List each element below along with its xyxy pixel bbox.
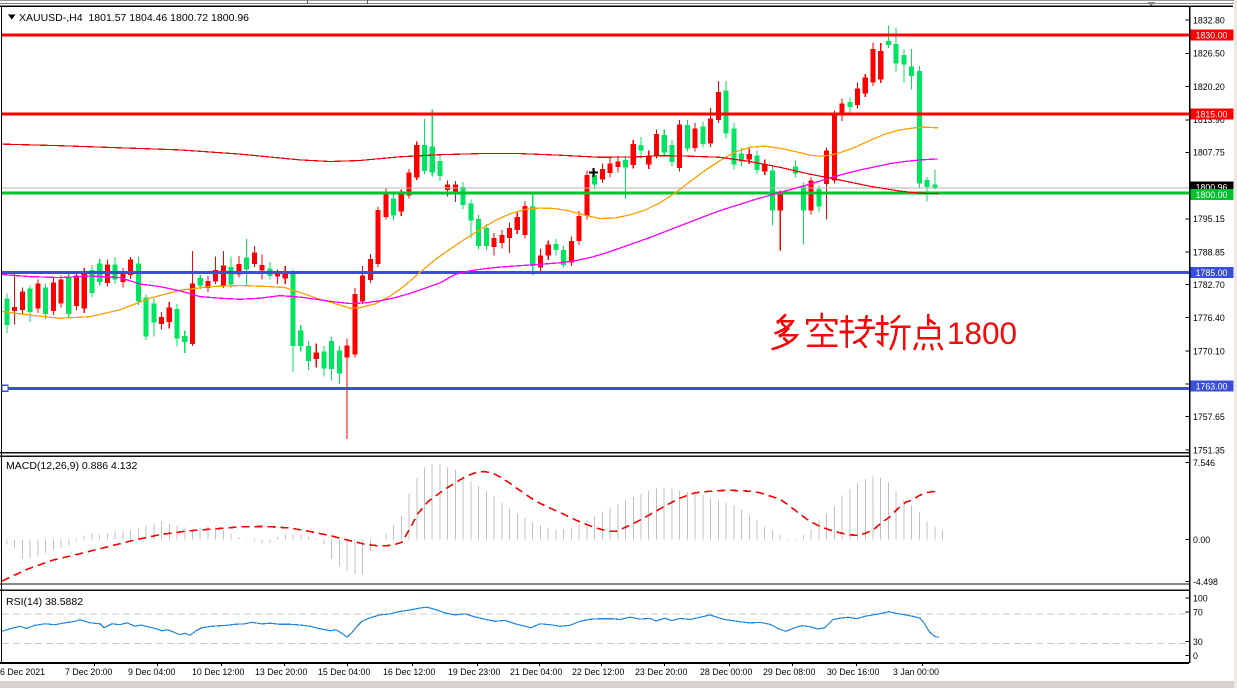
svg-text:1830.00: 1830.00 — [1196, 30, 1228, 40]
svg-text:21 Dec 04:00: 21 Dec 04:00 — [510, 667, 562, 677]
svg-text:9 Dec 04:00: 9 Dec 04:00 — [128, 667, 176, 677]
svg-text:3 Jan 00:00: 3 Jan 00:00 — [893, 667, 939, 677]
svg-text:XAUUSD-,H4 1801.57 1804.46 18: XAUUSD-,H4 1801.57 1804.46 1800.72 1800.… — [19, 12, 249, 24]
svg-text:1782.70: 1782.70 — [1193, 280, 1225, 290]
svg-text:10 Dec 12:00: 10 Dec 12:00 — [192, 667, 244, 677]
svg-text:13 Dec 20:00: 13 Dec 20:00 — [255, 667, 307, 677]
svg-text:70: 70 — [1193, 608, 1203, 618]
svg-text:0.00: 0.00 — [1193, 535, 1210, 545]
svg-text:1826.50: 1826.50 — [1193, 49, 1225, 59]
svg-text:23 Dec 20:00: 23 Dec 20:00 — [635, 667, 687, 677]
svg-text:1757.65: 1757.65 — [1193, 412, 1225, 422]
svg-text:7.546: 7.546 — [1193, 458, 1215, 468]
svg-text:7 Dec 20:00: 7 Dec 20:00 — [65, 667, 113, 677]
svg-text:0: 0 — [1193, 651, 1198, 661]
svg-text:1832.80: 1832.80 — [1193, 16, 1225, 26]
svg-text:1763.00: 1763.00 — [1196, 381, 1228, 391]
svg-text:16 Dec 12:00: 16 Dec 12:00 — [383, 667, 435, 677]
svg-text:100: 100 — [1193, 593, 1208, 603]
svg-text:1813.90: 1813.90 — [1193, 115, 1225, 125]
svg-text:1770.10: 1770.10 — [1193, 346, 1225, 356]
svg-text:30 Dec 16:00: 30 Dec 16:00 — [827, 667, 879, 677]
svg-text:22 Dec 12:00: 22 Dec 12:00 — [572, 667, 624, 677]
svg-text:-4.498: -4.498 — [1193, 577, 1218, 587]
svg-text:6 Dec 2021: 6 Dec 2021 — [0, 667, 45, 677]
svg-text:1776.40: 1776.40 — [1193, 313, 1225, 323]
svg-text:1807.75: 1807.75 — [1193, 148, 1225, 158]
svg-text:28 Dec 00:00: 28 Dec 00:00 — [700, 667, 752, 677]
svg-text:1800: 1800 — [947, 315, 1017, 351]
svg-text:1788.85: 1788.85 — [1193, 247, 1225, 257]
svg-text:RSI(14) 38.5882: RSI(14) 38.5882 — [6, 596, 83, 608]
svg-text:1800.96: 1800.96 — [1196, 182, 1228, 192]
svg-text:1800.00: 1800.00 — [1196, 190, 1228, 200]
svg-text:1785.00: 1785.00 — [1196, 268, 1228, 278]
svg-text:30: 30 — [1193, 637, 1203, 647]
svg-text:MACD(12,26,9) 0.886 4.132: MACD(12,26,9) 0.886 4.132 — [6, 460, 137, 472]
svg-text:1795.15: 1795.15 — [1193, 214, 1225, 224]
svg-text:19 Dec 23:00: 19 Dec 23:00 — [448, 667, 500, 677]
svg-text:29 Dec 08:00: 29 Dec 08:00 — [763, 667, 815, 677]
svg-text:1751.35: 1751.35 — [1193, 445, 1225, 455]
svg-text:1815.00: 1815.00 — [1196, 110, 1228, 120]
svg-text:15 Dec 04:00: 15 Dec 04:00 — [318, 667, 370, 677]
svg-text:1820.20: 1820.20 — [1193, 82, 1225, 92]
